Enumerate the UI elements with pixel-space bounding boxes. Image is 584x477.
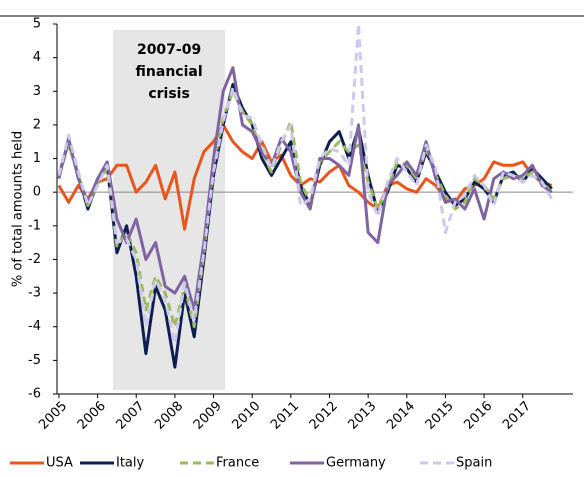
y-tick-label: -4	[28, 319, 41, 334]
y-tick-label: -2	[28, 252, 41, 267]
x-tick-label: 2017	[500, 399, 534, 433]
series-line	[57, 22, 554, 345]
y-tick-label: 2	[33, 117, 41, 132]
x-tick-label: 2010	[229, 399, 263, 433]
legend-label: France	[216, 456, 259, 471]
x-tick-label: 2008	[152, 399, 186, 433]
y-tick-label: 5	[33, 17, 41, 32]
x-tick-label: 2014	[384, 399, 418, 433]
y-tick-label: 3	[33, 84, 41, 99]
legend-label: Germany	[326, 456, 386, 471]
legend-label: Spain	[456, 456, 492, 471]
x-tick-label: 2006	[75, 399, 109, 433]
x-tick-label: 2012	[307, 399, 341, 433]
series-line	[57, 89, 553, 329]
y-tick-label: -5	[28, 353, 41, 368]
legend-label: USA	[46, 456, 73, 471]
y-axis-label: % of total amounts held	[11, 131, 26, 287]
x-tick-label: 2015	[423, 399, 457, 433]
x-tick-label: 2013	[345, 399, 379, 433]
y-tick-label: 4	[33, 50, 41, 65]
x-tick-label: 2011	[268, 399, 302, 433]
x-tick-label: 2007	[114, 399, 148, 433]
y-tick-label: 0	[33, 185, 41, 200]
y-tick-label: -3	[28, 286, 41, 301]
x-tick-label: 2009	[191, 399, 225, 433]
y-tick-label: -6	[28, 387, 41, 402]
x-tick-label: 2016	[461, 399, 495, 433]
legend-label: Italy	[116, 456, 145, 471]
y-tick-label: -1	[28, 218, 41, 233]
y-tick-label: 1	[33, 151, 41, 166]
annotation: 2007-09 financial crisis	[136, 42, 203, 102]
x-tick-label: 2005	[36, 399, 70, 433]
